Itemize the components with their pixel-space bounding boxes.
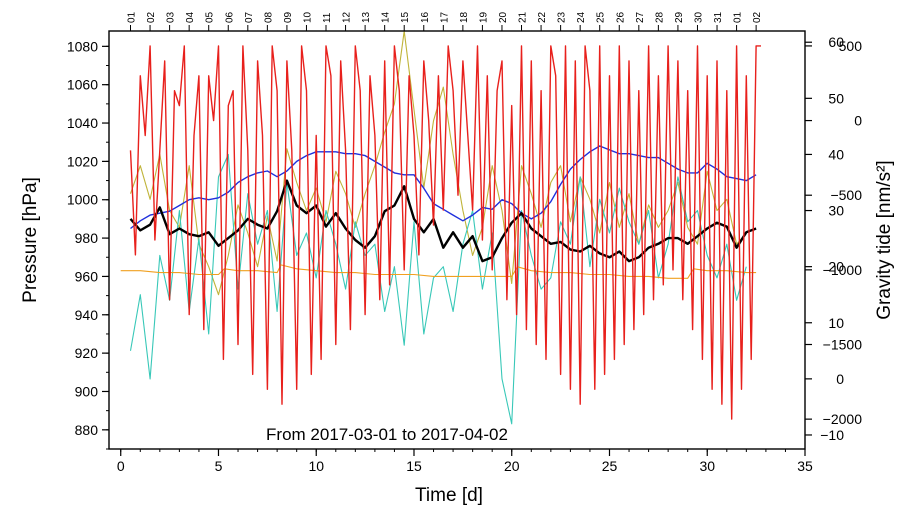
date-label: 03 — [166, 11, 177, 23]
date-label: 02 — [146, 11, 157, 23]
series-line-5 — [129, 45, 761, 420]
y-right-upper-tick-label: 0 — [836, 371, 844, 387]
date-label: 17 — [439, 11, 450, 23]
x-tick-label: 25 — [602, 458, 618, 474]
plot-frame — [108, 30, 806, 450]
y-left-tick-label: 960 — [75, 268, 99, 284]
x-axis-title: Time [d] — [415, 485, 483, 506]
x-tick-label: 35 — [797, 458, 813, 474]
date-label: 24 — [576, 11, 587, 23]
y-left-tick-label: 940 — [75, 307, 99, 323]
y-left-tick-label: 980 — [75, 230, 99, 246]
y-left-tick-label: 1020 — [67, 153, 98, 169]
date-label: 21 — [518, 11, 529, 23]
date-label: 22 — [537, 11, 548, 23]
date-label: 13 — [361, 11, 372, 23]
y-axis-left-title: Pressure [hPa] — [20, 177, 41, 303]
date-label: 10 — [302, 11, 313, 23]
y-right-lower-tick-label: −2000 — [823, 411, 863, 427]
x-tick-label: 0 — [117, 458, 125, 474]
date-label: 08 — [263, 11, 274, 23]
y-axis-right-title: Gravity tide [nm/s²] — [874, 160, 895, 319]
date-label: 15 — [400, 11, 411, 23]
y-right-lower-tick-label: 0 — [854, 113, 862, 129]
date-label: 12 — [342, 11, 353, 23]
date-label: 30 — [693, 11, 704, 23]
date-label: 18 — [459, 11, 470, 23]
y-right-lower-tick-label: 500 — [839, 38, 863, 54]
y-right-upper-tick-label: 60 — [828, 34, 844, 50]
y-right-lower-tick-label: −1500 — [823, 337, 863, 353]
y-right-upper-tick-label: 10 — [828, 315, 844, 331]
y-left-tick-label: 1080 — [67, 38, 98, 54]
date-label: 23 — [557, 11, 568, 23]
date-label: 20 — [498, 11, 509, 23]
chart-axes: 0 5 10 15 20 25 30 3588090092094096098010001020… — [67, 11, 862, 474]
y-left-tick-label: 1040 — [67, 115, 98, 131]
y-right-lower-tick-label: −500 — [830, 187, 862, 203]
y-right-upper-tick-label: 50 — [828, 90, 844, 106]
date-label: 01 — [733, 11, 744, 23]
x-tick-label: 30 — [699, 458, 715, 474]
x-tick-label: 20 — [504, 458, 520, 474]
date-label: 06 — [224, 11, 235, 23]
date-label: 04 — [185, 11, 196, 23]
y-left-tick-label: 920 — [75, 345, 99, 361]
y-left-tick-label: 1060 — [67, 77, 98, 93]
date-label: 16 — [420, 11, 431, 23]
date-label: 05 — [205, 11, 216, 23]
date-label: 26 — [615, 11, 626, 23]
series-line-3 — [129, 153, 747, 425]
x-tick-label: 5 — [215, 458, 223, 474]
y-right-upper-tick-label: 40 — [828, 146, 844, 162]
y-left-tick-label: 880 — [75, 422, 99, 438]
date-range-annotation: From 2017-03-01 to 2017-04-02 — [266, 425, 508, 444]
date-label: 14 — [381, 11, 392, 23]
y-left-tick-label: 1000 — [67, 192, 98, 208]
y-right-upper-tick-label: 20 — [828, 259, 844, 275]
date-label: 27 — [635, 11, 646, 23]
date-label: 28 — [654, 11, 665, 23]
series-line-2 — [129, 30, 747, 296]
date-label: 29 — [674, 11, 685, 23]
date-label: 25 — [596, 11, 607, 23]
date-label: 01 — [127, 11, 138, 23]
date-label: 07 — [244, 11, 255, 23]
date-label: 31 — [713, 11, 724, 23]
series-line-4 — [120, 264, 757, 279]
chart-marks — [120, 30, 761, 425]
date-label: 19 — [478, 11, 489, 23]
date-label: 11 — [322, 12, 333, 23]
x-tick-label: 15 — [406, 458, 422, 474]
y-right-upper-tick-label: 30 — [828, 203, 844, 219]
date-label: 02 — [752, 11, 763, 23]
y-right-lower-tick-label: −1000 — [823, 262, 863, 278]
x-tick-label: 10 — [308, 458, 324, 474]
date-label: 09 — [283, 11, 294, 23]
y-right-upper-tick-label: −10 — [820, 427, 844, 443]
y-left-tick-label: 900 — [75, 383, 99, 399]
